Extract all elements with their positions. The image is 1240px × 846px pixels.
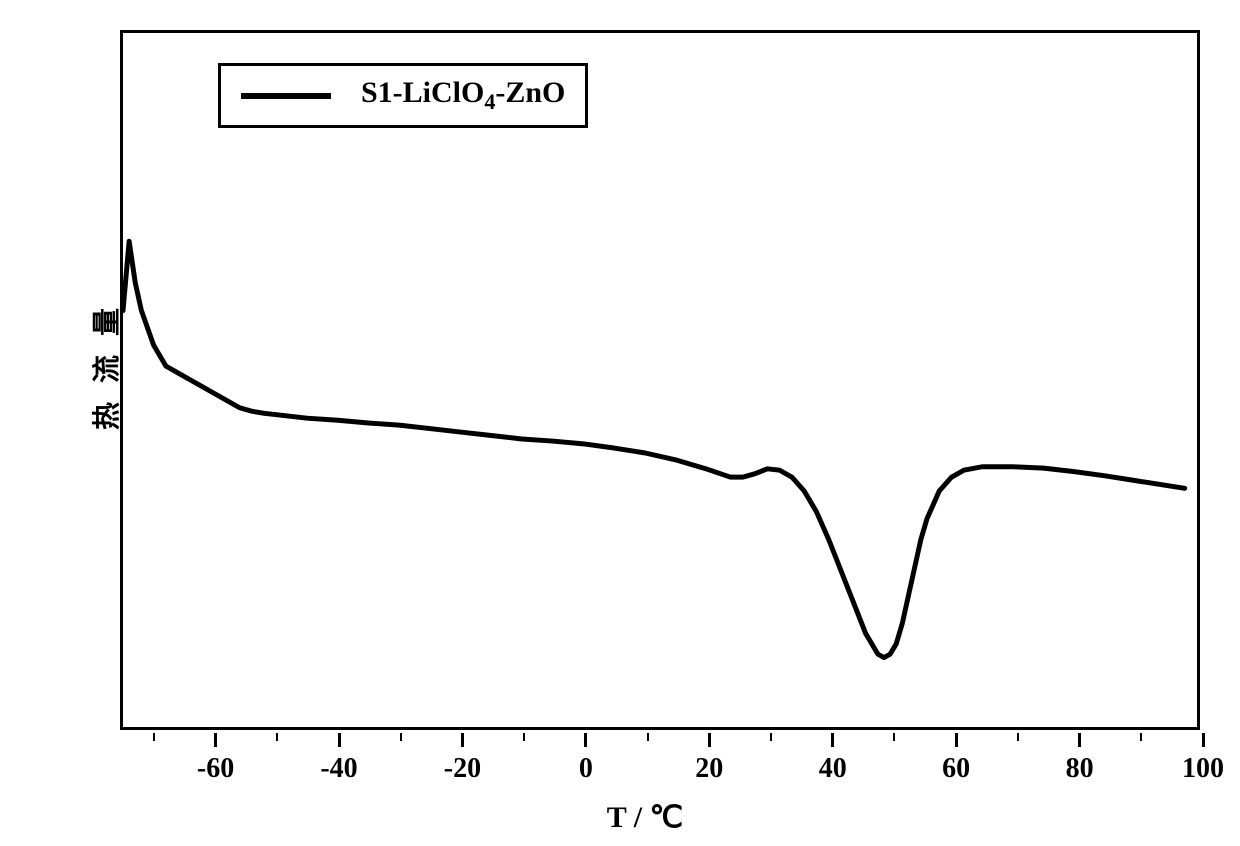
x-major-tick bbox=[831, 733, 834, 747]
x-minor-tick bbox=[1140, 733, 1142, 741]
x-tick-label: -40 bbox=[320, 753, 357, 785]
x-tick-label: 80 bbox=[1066, 753, 1094, 785]
y-axis-label: 热 流 量 bbox=[85, 302, 125, 430]
x-axis-label: T / ℃ bbox=[607, 800, 684, 835]
x-major-tick bbox=[584, 733, 587, 747]
x-major-tick bbox=[461, 733, 464, 747]
x-major-tick bbox=[1078, 733, 1081, 747]
dsc-curve bbox=[123, 33, 1197, 727]
legend-box: S1-LiClO4-ZnO bbox=[218, 63, 588, 128]
x-major-tick bbox=[1202, 733, 1205, 747]
x-minor-tick bbox=[276, 733, 278, 741]
x-minor-tick bbox=[400, 733, 402, 741]
x-major-tick bbox=[708, 733, 711, 747]
plot-area: S1-LiClO4-ZnO -60-40-20020406080100 bbox=[120, 30, 1200, 730]
x-minor-tick bbox=[1017, 733, 1019, 741]
x-minor-tick bbox=[647, 733, 649, 741]
x-tick-label: 20 bbox=[695, 753, 723, 785]
x-tick-label: 40 bbox=[819, 753, 847, 785]
x-minor-tick bbox=[523, 733, 525, 741]
chart-container: 热 流 量 S1-LiClO4-ZnO -60-40-2002040608010… bbox=[90, 30, 1200, 760]
x-tick-label: 60 bbox=[942, 753, 970, 785]
x-minor-tick bbox=[153, 733, 155, 741]
x-tick-label: -20 bbox=[444, 753, 481, 785]
x-tick-label: -60 bbox=[197, 753, 234, 785]
legend-label: S1-LiClO4-ZnO bbox=[361, 76, 565, 115]
legend-line-swatch bbox=[241, 93, 331, 99]
x-major-tick bbox=[214, 733, 217, 747]
x-tick-label: 0 bbox=[579, 753, 593, 785]
x-tick-label: 100 bbox=[1182, 753, 1224, 785]
x-minor-tick bbox=[770, 733, 772, 741]
x-major-tick bbox=[955, 733, 958, 747]
x-major-tick bbox=[338, 733, 341, 747]
x-minor-tick bbox=[893, 733, 895, 741]
